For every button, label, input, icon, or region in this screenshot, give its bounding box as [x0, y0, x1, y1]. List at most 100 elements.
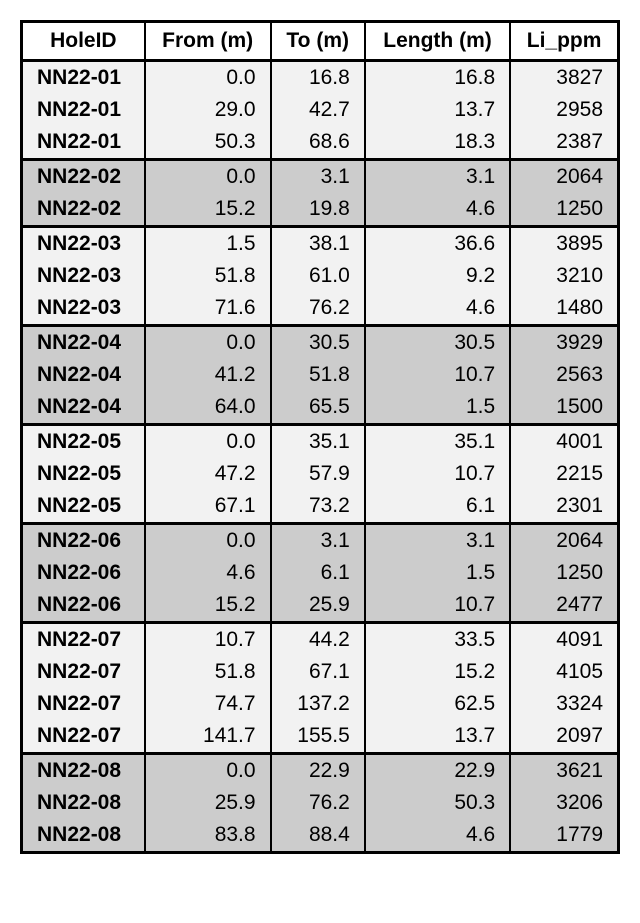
cell-value: 10.7 — [365, 359, 510, 391]
table-row: NN22-060.03.13.12064 — [22, 524, 619, 558]
cell-value: 83.8 — [145, 819, 271, 853]
cell-value: 4091 — [510, 623, 618, 657]
cell-holeid: NN22-07 — [22, 656, 145, 688]
cell-value: 0.0 — [145, 160, 271, 194]
cell-value: 25.9 — [145, 787, 271, 819]
cell-value: 0.0 — [145, 425, 271, 459]
cell-value: 25.9 — [271, 589, 365, 623]
col-header-lippm: Li_ppm — [510, 22, 618, 61]
cell-value: 16.8 — [271, 61, 365, 95]
cell-value: 3827 — [510, 61, 618, 95]
table-row: NN22-0615.225.910.72477 — [22, 589, 619, 623]
table-row: NN22-0710.744.233.54091 — [22, 623, 619, 657]
cell-value: 4.6 — [365, 193, 510, 227]
cell-holeid: NN22-04 — [22, 359, 145, 391]
cell-value: 3.1 — [365, 524, 510, 558]
cell-value: 3206 — [510, 787, 618, 819]
cell-value: 71.6 — [145, 292, 271, 326]
table-row: NN22-0567.173.26.12301 — [22, 490, 619, 524]
cell-value: 3895 — [510, 227, 618, 261]
cell-value: 15.2 — [145, 193, 271, 227]
table-row: NN22-050.035.135.14001 — [22, 425, 619, 459]
cell-value: 42.7 — [271, 94, 365, 126]
cell-holeid: NN22-08 — [22, 787, 145, 819]
cell-value: 74.7 — [145, 688, 271, 720]
col-header-from: From (m) — [145, 22, 271, 61]
cell-value: 65.5 — [271, 391, 365, 425]
drill-results-table: HoleID From (m) To (m) Length (m) Li_ppm… — [20, 20, 620, 854]
table-body: NN22-010.016.816.83827NN22-0129.042.713.… — [22, 61, 619, 853]
cell-holeid: NN22-05 — [22, 490, 145, 524]
cell-holeid: NN22-02 — [22, 193, 145, 227]
table-row: NN22-010.016.816.83827 — [22, 61, 619, 95]
cell-holeid: NN22-01 — [22, 61, 145, 95]
cell-holeid: NN22-07 — [22, 720, 145, 754]
cell-value: 15.2 — [365, 656, 510, 688]
cell-holeid: NN22-03 — [22, 260, 145, 292]
cell-value: 64.0 — [145, 391, 271, 425]
cell-value: 3210 — [510, 260, 618, 292]
cell-value: 2064 — [510, 160, 618, 194]
cell-value: 2215 — [510, 458, 618, 490]
cell-holeid: NN22-03 — [22, 227, 145, 261]
cell-value: 10.7 — [365, 589, 510, 623]
cell-value: 3621 — [510, 754, 618, 788]
cell-holeid: NN22-05 — [22, 425, 145, 459]
table-row: NN22-0774.7137.262.53324 — [22, 688, 619, 720]
cell-value: 18.3 — [365, 126, 510, 160]
cell-value: 36.6 — [365, 227, 510, 261]
table-row: NN22-0883.888.44.61779 — [22, 819, 619, 853]
cell-value: 6.1 — [365, 490, 510, 524]
cell-value: 44.2 — [271, 623, 365, 657]
cell-value: 35.1 — [365, 425, 510, 459]
cell-value: 88.4 — [271, 819, 365, 853]
table-row: NN22-0825.976.250.33206 — [22, 787, 619, 819]
cell-value: 30.5 — [271, 326, 365, 360]
cell-value: 50.3 — [145, 126, 271, 160]
cell-value: 19.8 — [271, 193, 365, 227]
cell-value: 13.7 — [365, 720, 510, 754]
cell-value: 4105 — [510, 656, 618, 688]
cell-value: 3.1 — [271, 160, 365, 194]
cell-value: 41.2 — [145, 359, 271, 391]
table-row: NN22-07141.7155.513.72097 — [22, 720, 619, 754]
table-row: NN22-080.022.922.93621 — [22, 754, 619, 788]
cell-value: 0.0 — [145, 754, 271, 788]
cell-value: 1.5 — [365, 391, 510, 425]
cell-value: 22.9 — [271, 754, 365, 788]
table-row: NN22-031.538.136.63895 — [22, 227, 619, 261]
cell-value: 2387 — [510, 126, 618, 160]
cell-value: 73.2 — [271, 490, 365, 524]
cell-value: 47.2 — [145, 458, 271, 490]
cell-holeid: NN22-06 — [22, 557, 145, 589]
cell-value: 2301 — [510, 490, 618, 524]
cell-value: 76.2 — [271, 787, 365, 819]
cell-value: 35.1 — [271, 425, 365, 459]
cell-value: 0.0 — [145, 326, 271, 360]
cell-value: 51.8 — [145, 656, 271, 688]
cell-value: 137.2 — [271, 688, 365, 720]
table-row: NN22-0129.042.713.72958 — [22, 94, 619, 126]
table-row: NN22-064.66.11.51250 — [22, 557, 619, 589]
cell-holeid: NN22-07 — [22, 623, 145, 657]
cell-holeid: NN22-01 — [22, 94, 145, 126]
cell-value: 9.2 — [365, 260, 510, 292]
table-row: NN22-020.03.13.12064 — [22, 160, 619, 194]
cell-value: 57.9 — [271, 458, 365, 490]
cell-holeid: NN22-06 — [22, 524, 145, 558]
cell-holeid: NN22-02 — [22, 160, 145, 194]
cell-value: 2958 — [510, 94, 618, 126]
cell-value: 15.2 — [145, 589, 271, 623]
table-row: NN22-0441.251.810.72563 — [22, 359, 619, 391]
cell-value: 2563 — [510, 359, 618, 391]
cell-value: 76.2 — [271, 292, 365, 326]
col-header-to: To (m) — [271, 22, 365, 61]
cell-holeid: NN22-08 — [22, 819, 145, 853]
cell-holeid: NN22-04 — [22, 326, 145, 360]
cell-value: 4.6 — [365, 292, 510, 326]
cell-value: 13.7 — [365, 94, 510, 126]
cell-value: 1.5 — [365, 557, 510, 589]
cell-value: 30.5 — [365, 326, 510, 360]
table-header-row: HoleID From (m) To (m) Length (m) Li_ppm — [22, 22, 619, 61]
col-header-holeid: HoleID — [22, 22, 145, 61]
